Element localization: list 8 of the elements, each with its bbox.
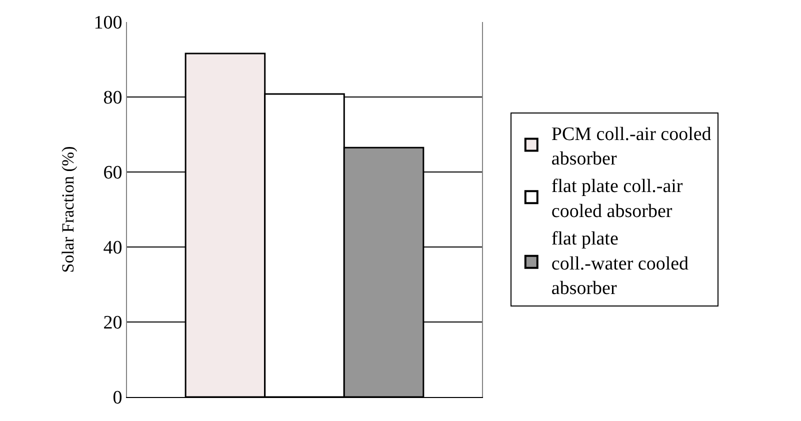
- legend-label: flat plate coll.-water cooled absorber: [551, 228, 690, 299]
- y-tick-label: 20: [103, 312, 122, 334]
- y-tick-label: 60: [103, 162, 122, 184]
- y-tick-label: 40: [103, 238, 122, 259]
- y-tick-label: 80: [103, 88, 122, 109]
- y-tick-label: 0: [112, 388, 122, 409]
- y-tick-label: 100: [94, 12, 122, 34]
- y-axis-title: Solar Fraction (%): [58, 146, 78, 273]
